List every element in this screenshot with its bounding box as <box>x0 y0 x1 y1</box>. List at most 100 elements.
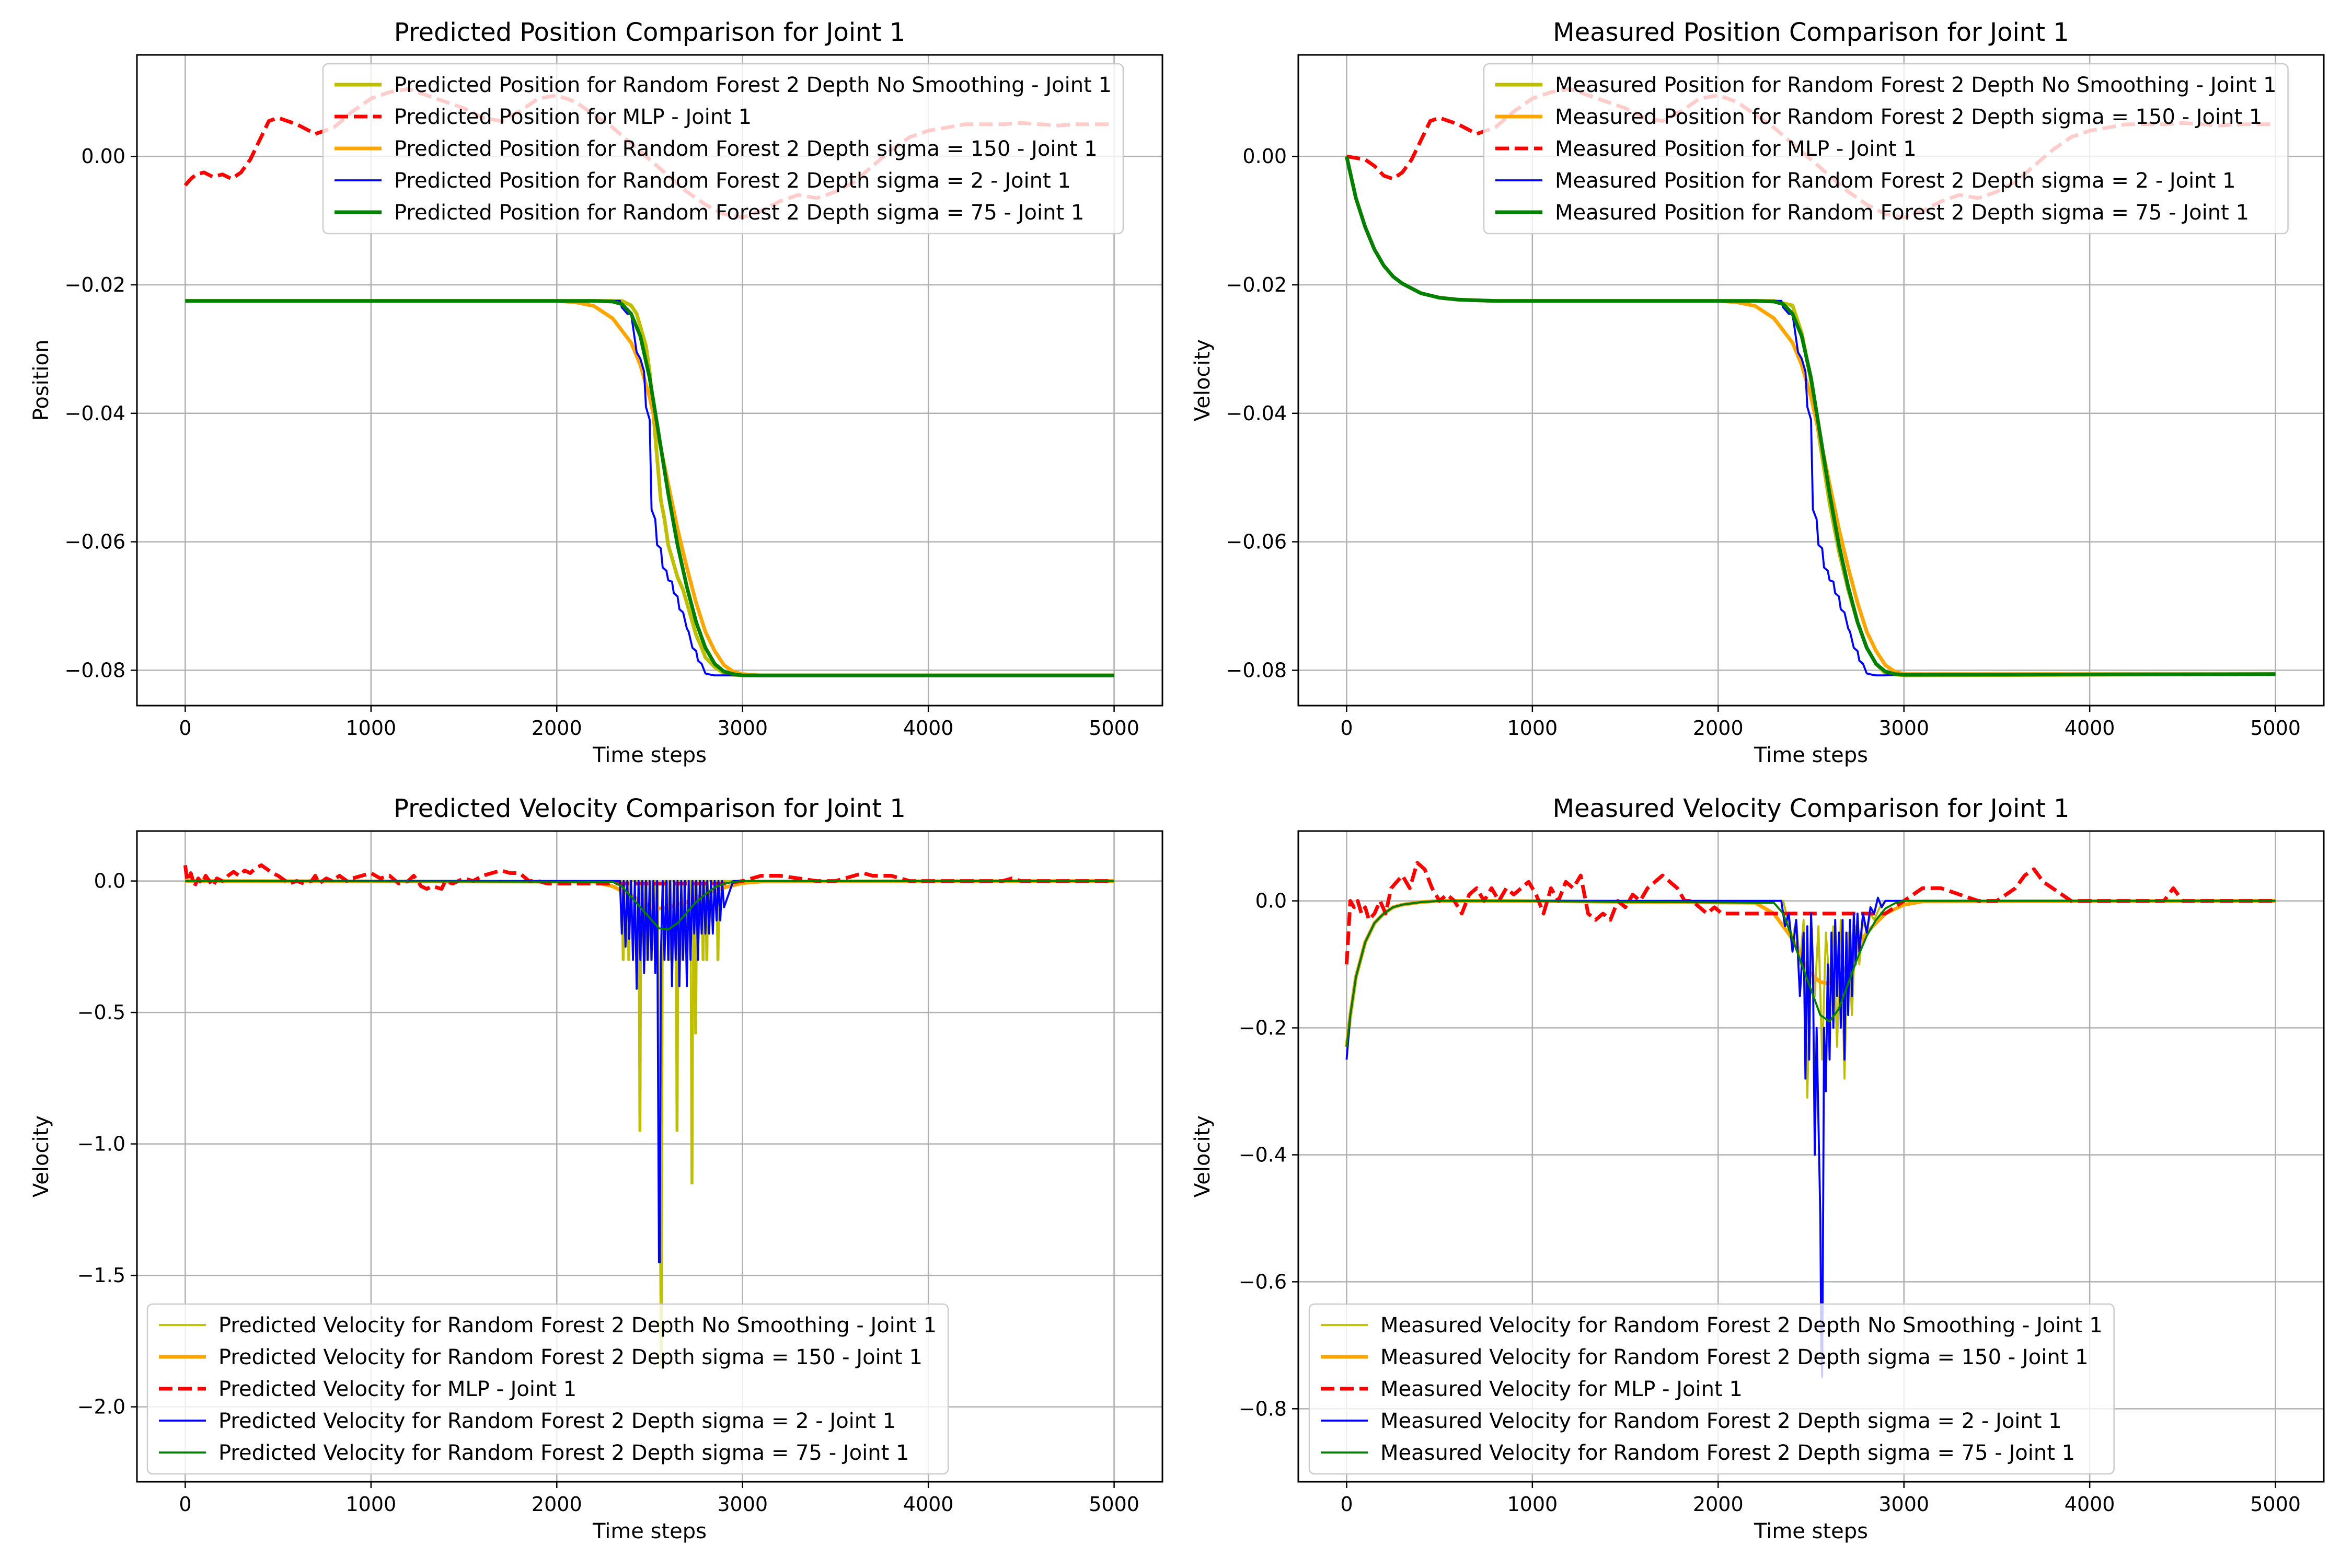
legend-entry: Measured Velocity for Random Forest 2 De… <box>1380 1313 2103 1338</box>
y-tick-label: −0.04 <box>65 402 125 425</box>
legend-entry: Predicted Position for MLP - Joint 1 <box>394 105 752 129</box>
legend: Predicted Velocity for Random Forest 2 D… <box>146 1303 949 1475</box>
legend-entry: Measured Velocity for Random Forest 2 De… <box>1380 1345 2089 1369</box>
legend-entry: Predicted Position for Random Forest 2 D… <box>394 201 1084 225</box>
legend-box <box>146 1303 949 1475</box>
x-tick-label: 1000 <box>1507 1493 1558 1516</box>
x-tick-label: 5000 <box>2250 1493 2301 1516</box>
series-line-rf-sigma-2 <box>185 880 1114 1263</box>
series-line-rf-sigma-150 <box>185 299 1114 677</box>
x-tick-label: 4000 <box>903 1493 954 1516</box>
y-tick-label: −0.5 <box>77 1001 125 1024</box>
legend-entry: Measured Velocity for Random Forest 2 De… <box>1380 1409 2062 1433</box>
series-line-rf-sigma-75 <box>185 299 1114 677</box>
y-tick-label: −0.02 <box>65 273 125 296</box>
legend-entry: Predicted Velocity for Random Forest 2 D… <box>218 1313 937 1338</box>
x-tick-label: 3000 <box>717 1493 768 1516</box>
y-tick-label: −2.0 <box>77 1396 125 1419</box>
y-tick-label: −0.02 <box>1226 273 1287 296</box>
y-tick-label: −1.5 <box>77 1264 125 1287</box>
y-tick-label: −0.8 <box>1239 1397 1287 1420</box>
legend-box <box>322 63 1124 235</box>
series-line-rf-sigma-75 <box>1345 900 2276 1047</box>
series-line-rf-sigma-150 <box>185 879 1114 910</box>
plot-frame <box>1297 54 2325 707</box>
y-tick-label: −0.04 <box>1226 402 1287 425</box>
y-tick-label: 0.00 <box>81 145 125 168</box>
x-tick-label: 3000 <box>1878 1493 1929 1516</box>
x-axis-label: Time steps <box>1754 1519 1868 1543</box>
legend-entry: Predicted Position for Random Forest 2 D… <box>394 73 1112 97</box>
legend: Measured Position for Random Forest 2 De… <box>1483 63 2289 235</box>
plot-frame <box>136 830 1163 1483</box>
legend-box <box>1308 1303 2115 1475</box>
x-axis-label: Time steps <box>592 743 707 767</box>
x-tick-label: 2000 <box>1693 717 1744 740</box>
legend-entry: Measured Position for Random Forest 2 De… <box>1555 169 2235 193</box>
legend-entry: Predicted Velocity for Random Forest 2 D… <box>218 1441 909 1465</box>
x-tick-label: 0 <box>1340 1493 1353 1516</box>
y-tick-label: −0.08 <box>1226 659 1287 682</box>
legend-entry: Predicted Position for Random Forest 2 D… <box>394 169 1071 193</box>
series-group <box>183 87 1114 677</box>
x-tick-label: 0 <box>179 717 191 740</box>
x-tick-label: 0 <box>179 1493 191 1516</box>
series-line-mlp <box>1344 861 2276 965</box>
y-axis-label: Velocity <box>29 1115 53 1197</box>
x-tick-label: 5000 <box>1089 717 1139 740</box>
legend-entry: Predicted Velocity for MLP - Joint 1 <box>218 1377 577 1401</box>
y-tick-label: −0.4 <box>1239 1143 1287 1166</box>
y-axis-label: Velocity <box>1191 339 1215 421</box>
series-line-rf-sigma-75 <box>185 880 1114 931</box>
legend: Predicted Position for Random Forest 2 D… <box>322 63 1124 235</box>
chart-panel-1: 0 1000 2000 3000 4000 5000 0.00 −0.02 −0.04 −0.06… <box>29 18 1163 767</box>
y-axis-label: Velocity <box>1191 1115 1215 1197</box>
x-tick-label: 3000 <box>717 717 768 740</box>
legend-entry: Measured Velocity for MLP - Joint 1 <box>1380 1377 1743 1401</box>
y-tick-label: −0.06 <box>1226 531 1287 554</box>
legend-entry: Measured Position for Random Forest 2 De… <box>1555 105 2262 129</box>
x-tick-label: 2000 <box>1693 1493 1744 1516</box>
chart-title: Predicted Velocity Comparison for Joint … <box>394 794 906 823</box>
y-axis-label: Position <box>29 340 53 421</box>
y-tick-label: −0.2 <box>1239 1017 1287 1040</box>
series-line-mlp <box>183 863 1114 891</box>
x-axis-label: Time steps <box>592 1519 707 1543</box>
x-axis-label: Time steps <box>1754 743 1868 767</box>
series-line-rf-sigma-2 <box>185 299 1114 677</box>
x-tick-label: 4000 <box>2065 717 2115 740</box>
x-tick-label: 1000 <box>345 1493 396 1516</box>
legend-entry: Measured Velocity for Random Forest 2 De… <box>1380 1441 2075 1465</box>
x-tick-label: 2000 <box>532 717 582 740</box>
series-group <box>1344 861 2276 1378</box>
x-tick-label: 0 <box>1340 717 1353 740</box>
legend-entry: Predicted Velocity for Random Forest 2 D… <box>218 1409 896 1433</box>
chart-title: Measured Position Comparison for Joint 1 <box>1553 18 2069 47</box>
chart-title: Predicted Position Comparison for Joint … <box>394 18 906 47</box>
series-line-rf-no-smoothing <box>185 880 1114 1369</box>
y-tick-label: −0.08 <box>65 659 125 682</box>
x-tick-label: 1000 <box>1507 717 1558 740</box>
chart-panel-2: 0 1000 2000 3000 4000 5000 0.00 −0.02 −0.04 −0.06… <box>1191 18 2325 767</box>
legend-entry: Predicted Velocity for Random Forest 2 D… <box>218 1345 923 1369</box>
x-tick-label: 2000 <box>532 1493 582 1516</box>
series-line-rf-sigma-75 <box>1344 156 2276 677</box>
legend-entry: Measured Position for Random Forest 2 De… <box>1555 73 2277 97</box>
x-tick-label: 5000 <box>1089 1493 1139 1516</box>
x-tick-label: 5000 <box>2250 717 2301 740</box>
y-tick-label: 0.00 <box>1242 145 1287 168</box>
legend-box <box>1483 63 2289 235</box>
plot-frame <box>136 54 1163 707</box>
series-group <box>183 863 1114 1369</box>
legend-entry: Measured Position for Random Forest 2 De… <box>1555 201 2249 225</box>
y-tick-label: 0.0 <box>1255 890 1287 913</box>
series-line-mlp <box>183 87 1114 220</box>
chart-panel-4: 0 1000 2000 3000 4000 5000 0.0 −0.2 −0.4 −0.6 −0.8… <box>1191 794 2325 1543</box>
plot-frame <box>1297 830 2325 1483</box>
x-tick-label: 3000 <box>1878 717 1929 740</box>
chart-title: Measured Velocity Comparison for Joint 1 <box>1552 794 2069 823</box>
y-tick-label: 0.0 <box>94 870 125 893</box>
x-tick-label: 4000 <box>903 717 954 740</box>
legend: Measured Velocity for Random Forest 2 De… <box>1308 1303 2115 1475</box>
